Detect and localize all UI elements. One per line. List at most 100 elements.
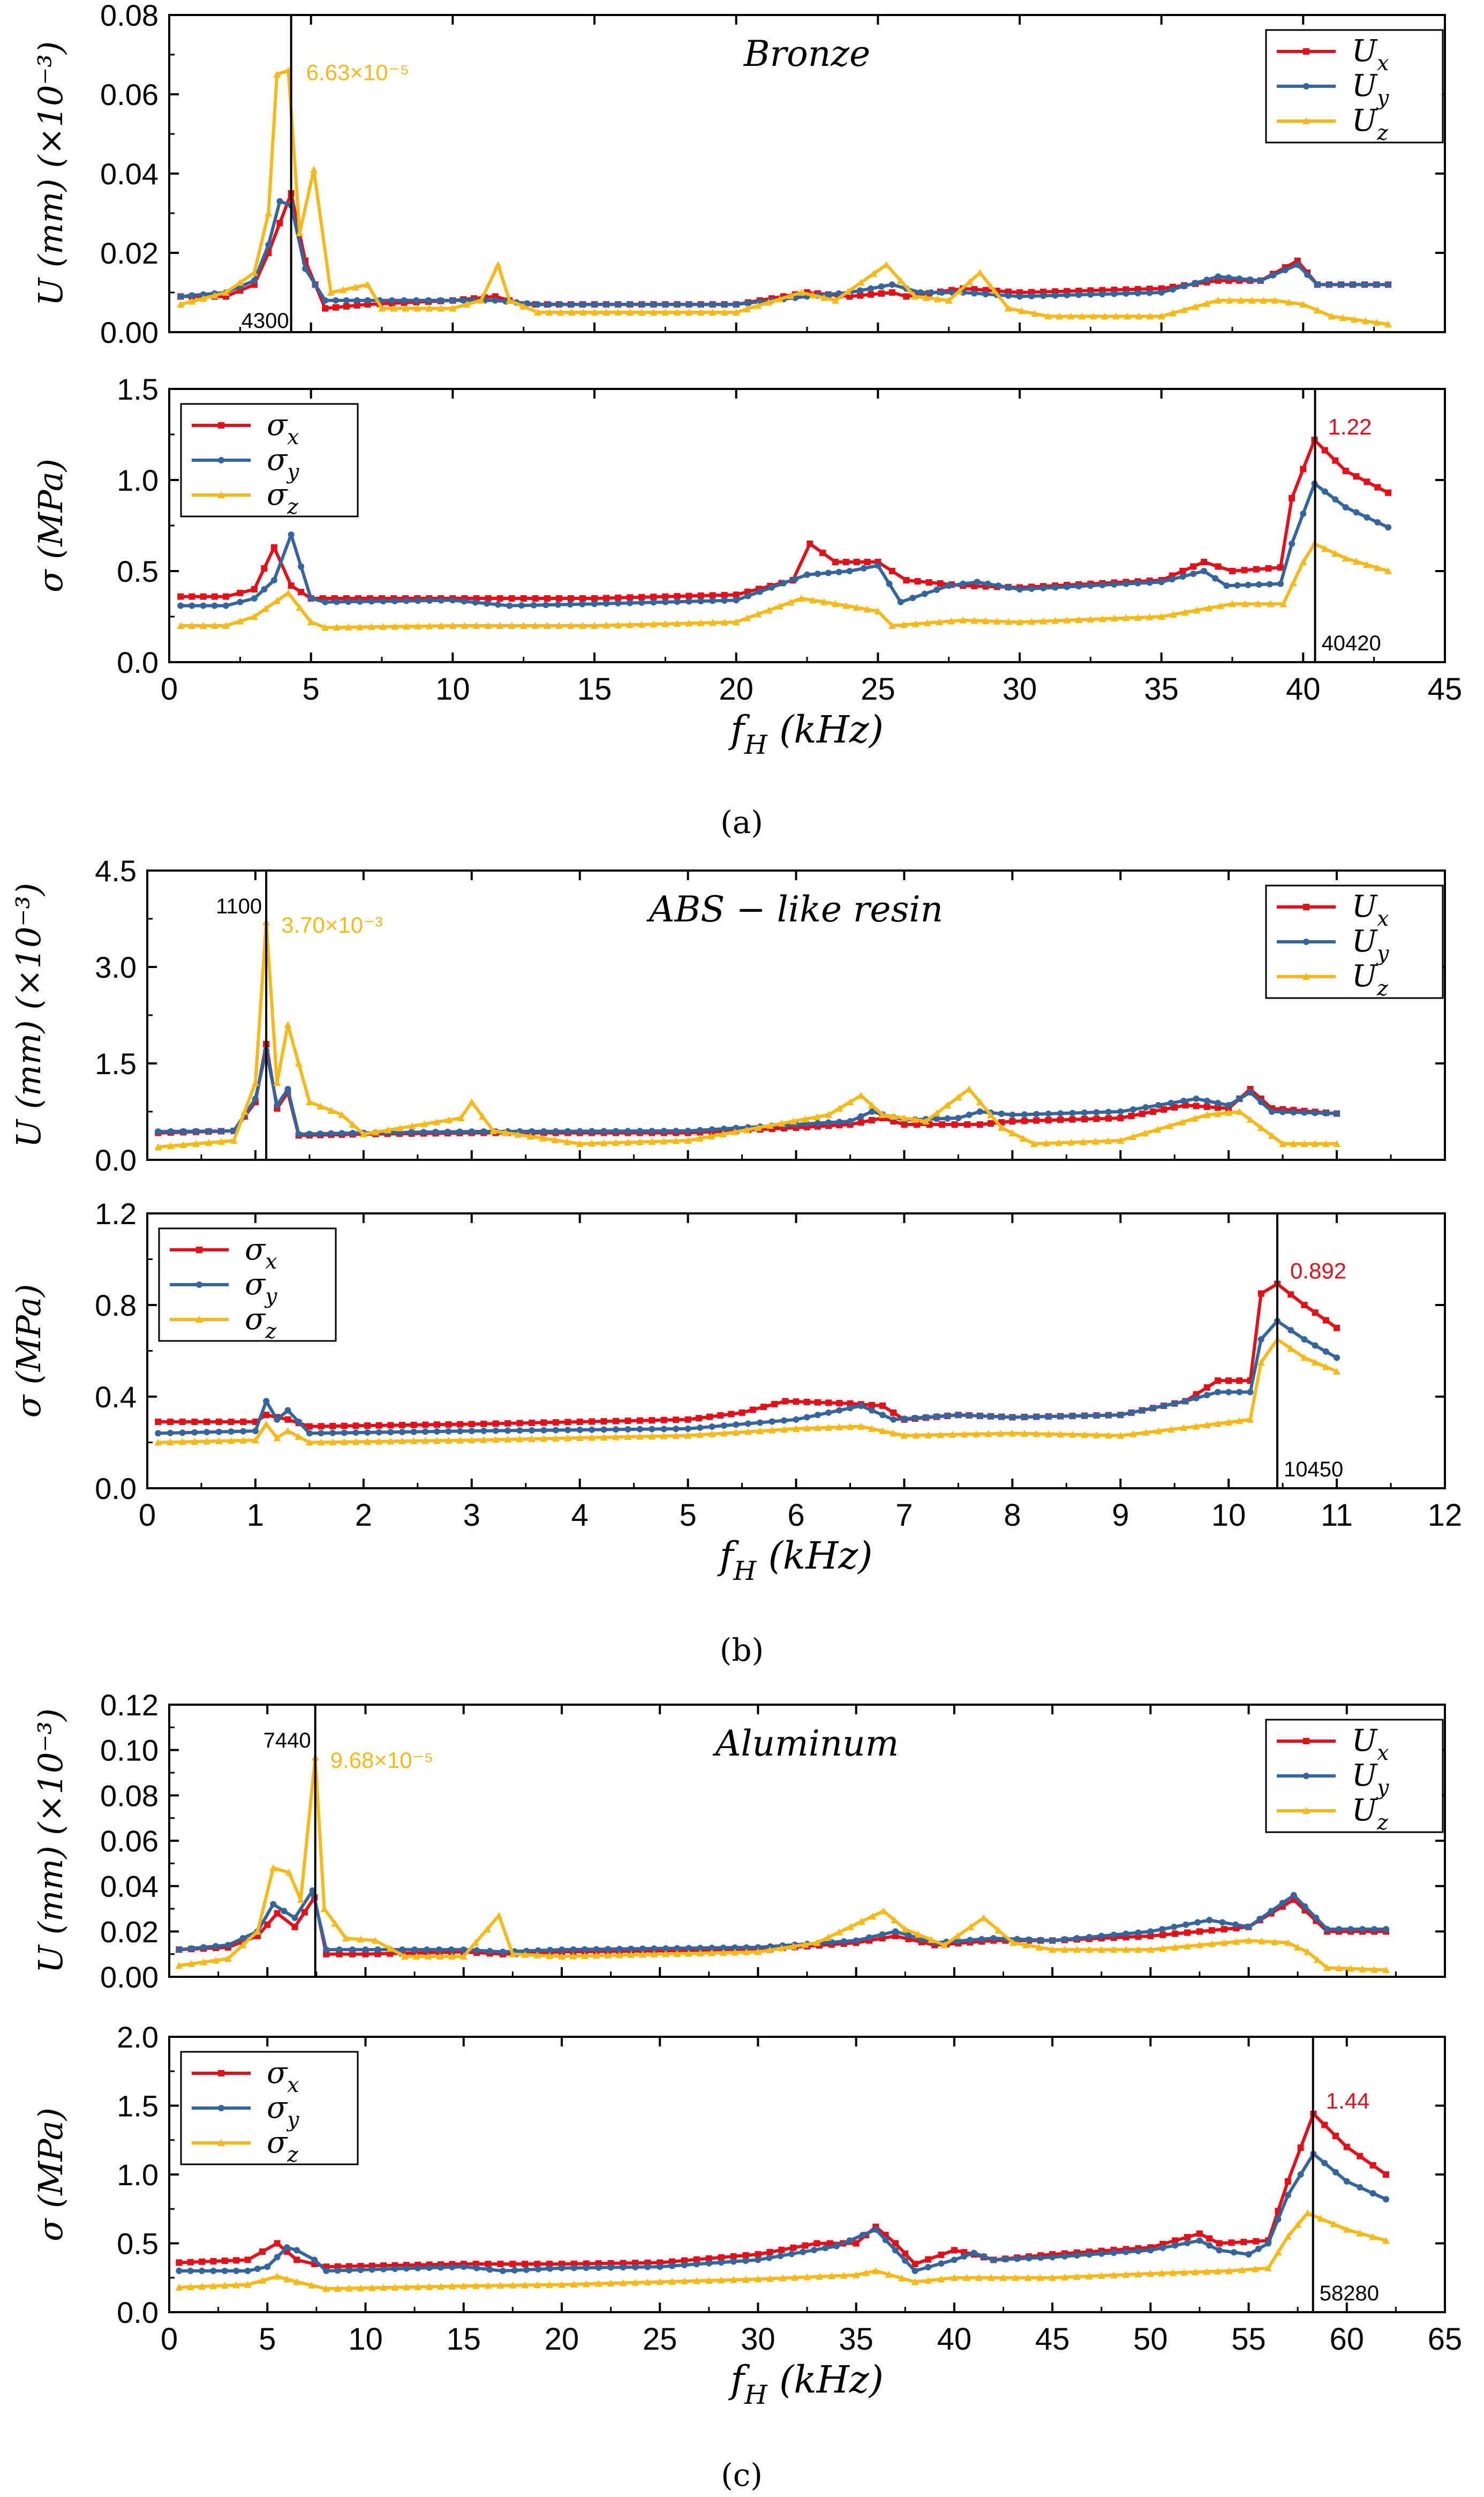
panel-b-stress-series-2-marker [492, 1436, 500, 1443]
panel-b-disp-series-2-marker [1019, 1135, 1027, 1142]
panel-c-stress-series-1-marker [1014, 2255, 1021, 2262]
panel-c-disp-series-1-marker [1232, 1921, 1239, 1928]
panel-a-disp-ytick-label: 0.04 [100, 157, 159, 191]
panel-c-disp-series-2-marker [1220, 1939, 1228, 1946]
panel-a-stress-frequency-label: 40420 [1322, 632, 1381, 655]
panel-a-stress-series-2-marker [437, 622, 445, 629]
panel-c-stress-series-1-marker [718, 2259, 725, 2266]
panel-a-disp-series-2-marker [976, 269, 984, 276]
panel-b-disp-series-1-marker [825, 1119, 832, 1126]
panel-b-disp-series-0-marker [1081, 1116, 1088, 1122]
panel-a-disp-series-1-marker [615, 301, 622, 308]
panel-b-stress-series-0-marker [540, 1419, 547, 1426]
panel-c-disp-series-2-marker [533, 1951, 541, 1959]
panel-c-disp-series-1-marker [674, 1945, 681, 1952]
panel-c-stress-series-1-marker [912, 2267, 918, 2274]
panel-c-stress-series-2-marker [459, 2282, 468, 2290]
panel-c-disp-series-1-marker [866, 1934, 873, 1941]
panel-b-stress-series-1-marker [284, 1407, 291, 1414]
panel-c-stress-xtick-label: 0 [161, 2322, 178, 2357]
panel-b-stress-series-2-marker [660, 1432, 668, 1439]
panel-c-disp-series-1-marker [213, 1943, 220, 1949]
panel-b-stress-series-2-marker [456, 1436, 464, 1444]
panel-a-disp-series-2-marker [1328, 312, 1336, 320]
panel-a-stress-series-2-marker [188, 622, 196, 629]
panel-b-disp-series-0-marker [1128, 1113, 1135, 1119]
panel-a-stress-series-1-markers [177, 480, 1392, 609]
panel-c-stress-series-0-marker [1369, 2162, 1376, 2169]
panel-c-disp-series-2-marker [569, 1952, 577, 1960]
panel-c-disp-series-1-marker [1123, 1930, 1129, 1937]
panel-a-stress-series-2-marker [1098, 615, 1106, 623]
panel-a-disp-series-2-marker [1078, 312, 1086, 320]
panel-c-disp-series-2-marker [1232, 1938, 1240, 1945]
panel-c-disp-series-2-marker [224, 1955, 232, 1962]
panel-c-disp-series-1-marker [840, 1938, 847, 1945]
panel-c-disp-series-0-marker [1221, 1926, 1227, 1933]
panel-b-stress-series-1-marker [912, 1414, 918, 1421]
panel-a-disp-series-1-marker [251, 277, 258, 284]
panel-a-stress-series-1-marker [579, 601, 586, 608]
panel-a-stress-series-1-marker [333, 598, 340, 605]
panel-a-stress-series-1-marker [211, 602, 218, 609]
panel-b-disp-series-0-marker [1057, 1116, 1064, 1123]
panel-c-disp-series-1-marker [1073, 1935, 1080, 1942]
panel-c-disp-series-0-marker [1147, 1932, 1154, 1939]
panel-c-stress-series-1-marker [311, 2256, 318, 2263]
panel-a-stress-series-0-marker [270, 544, 277, 551]
panel-c-stress-series-2-marker [1192, 2268, 1200, 2276]
panel-b-disp-series-2-marker [433, 1118, 441, 1126]
panel-a-disp-series-1-marker [1247, 276, 1254, 283]
panel-a-stress-ytick-label: 0.5 [117, 554, 159, 588]
panel-c-disp-series-2-marker [386, 1945, 394, 1952]
panel-b-disp-legend-marker-2 [1302, 973, 1310, 980]
panel-a-disp-series-2-marker [1135, 312, 1143, 320]
panel-a-disp-series-2-marker [1101, 312, 1109, 320]
panel-b-stress-series-0-marker [457, 1421, 464, 1428]
panel-b-disp-series-2-marker [1141, 1129, 1149, 1137]
panel-a-disp-legend-label-0: Ux [1352, 34, 1389, 76]
panel-c-stress-series-1-marker [283, 2244, 290, 2251]
panel-c-stress-xtick-label: 40 [937, 2322, 972, 2357]
panel-a-stress-series-1-marker [530, 602, 537, 609]
panel-c-stress-series-2-marker [803, 2273, 811, 2281]
panel-b-stress-series-1-marker [1193, 1394, 1200, 1401]
panel-c-stress-series-2-marker [283, 2275, 291, 2283]
panel-c-stress-series-2-marker [322, 2285, 330, 2292]
panel-c-disp-series-2-marker [766, 1946, 774, 1954]
panel-c-disp-series-2-marker [953, 1932, 961, 1939]
panel-c-stress-series-0-marker [1184, 2233, 1191, 2240]
panel-a-disp-series-2-marker [1285, 298, 1293, 306]
panel-a-stress-series-2-marker [391, 623, 399, 630]
panel-a-stress-series-1-marker [1321, 488, 1328, 495]
panel-c-disp-series-2-marker [928, 1936, 936, 1943]
panel-a-stress-series-2-marker [543, 622, 551, 629]
panel-a-stress-series-2-marker [1279, 600, 1287, 608]
panel-c-disp-series-1-marker [1147, 1928, 1154, 1935]
panel-c-stress-series-1-marker [264, 2263, 271, 2270]
panel-c-disp-series-2-marker [980, 1914, 988, 1921]
panel-c-stress-series-2-marker [975, 2274, 983, 2281]
panel-b-disp-series-2-marker [251, 1079, 259, 1086]
panel-b-stress-series-1-marker [191, 1429, 198, 1436]
panel-c-stress-series-0-marker [802, 2242, 809, 2249]
panel-b-stress-xtick-label: 4 [571, 1498, 589, 1533]
panel-c-stress-series-1-marker [980, 2253, 987, 2260]
panel-b-stress-series-2-marker [636, 1433, 644, 1440]
panel-b-stress-series-0-marker [228, 1419, 235, 1426]
panel-c-stress-series-1-marker [872, 2226, 879, 2233]
panel-b-disp-series-1-marker [1301, 1109, 1308, 1116]
panel-b-disp-series-2-marker [801, 1115, 809, 1122]
panel-b-disp-series-2-marker [179, 1141, 187, 1148]
panel-c-stress-ytick-label: 1.0 [117, 2158, 159, 2192]
panel-c-disp-series-1-marker [362, 1946, 369, 1953]
panel-c-stress-series-0-marker [1321, 2121, 1328, 2128]
panel-b-stress-series-1-marker [1236, 1389, 1243, 1396]
panel-c-disp-series-2-marker [1035, 1943, 1043, 1951]
panel-a-stress-series-1-marker [1364, 514, 1370, 521]
panel-b-stress-series-1-marker [516, 1427, 523, 1434]
panel-b-stress-legend-marker-0 [196, 1247, 202, 1253]
panel-a-stress-series-2-marker [743, 614, 751, 621]
panel-a-stress-series-0-marker [261, 565, 268, 572]
panel-a-stress-series-2-marker [1254, 600, 1262, 608]
